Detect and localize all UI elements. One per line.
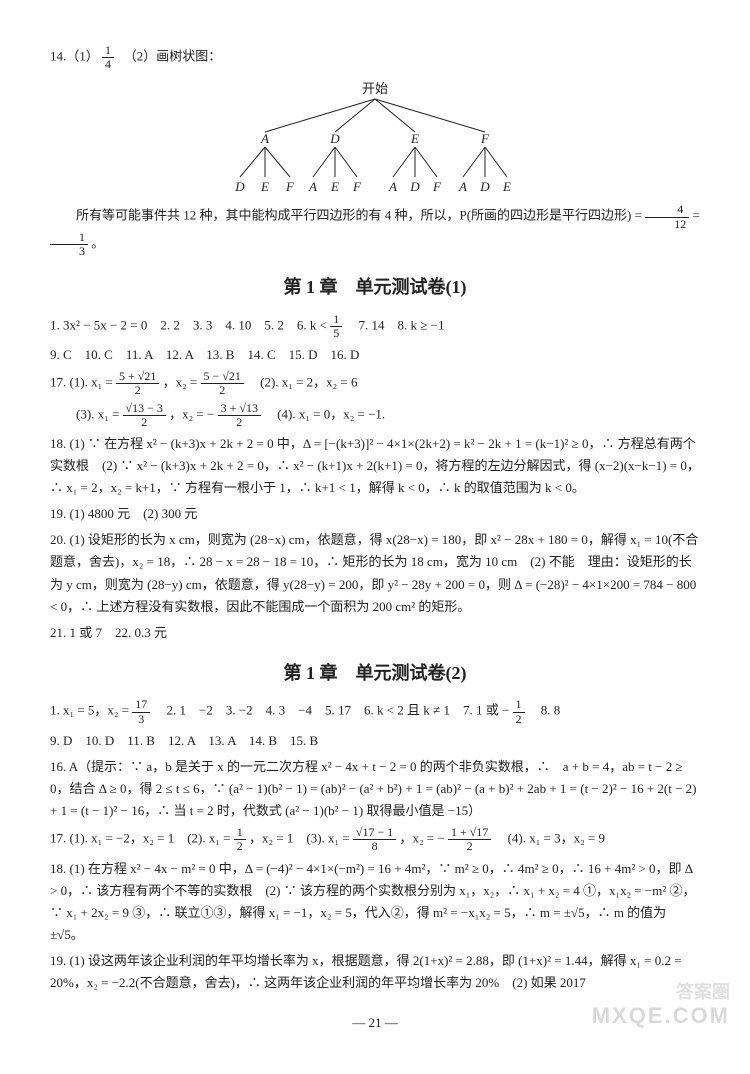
s1-q21: 21. 1 或 7 22. 0.3 元 [50, 622, 700, 644]
s2-q17: 17. (1). x₁ = −2，x₂ = 1 (2). x₁ = 12 ，x₂… [50, 826, 700, 853]
svg-text:A: A [260, 131, 269, 146]
s2-q16: 16. A（提示：∵ a，b 是关于 x 的一元二次方程 x² − 4x + t… [50, 756, 700, 822]
s2-row2: 9. D 10. D 11. B 12. A 13. A 14. B 15. B [50, 730, 700, 752]
section1-title: 第 1 章 单元测试卷(1) [50, 272, 700, 303]
watermark-en: MXQE.COM [592, 997, 730, 1034]
tree-root: 开始 [362, 81, 388, 96]
svg-text:E: E [410, 131, 419, 146]
svg-text:D: D [479, 179, 490, 194]
s1-q17b: (3). x₁ = √13 − 32 ，x₂ = − 3 + √132 (4).… [50, 402, 700, 429]
svg-text:A: A [388, 179, 397, 194]
s1-row2: 9. C 10. C 11. A 12. A 13. B 14. C 15. D… [50, 344, 700, 366]
s1-q17a: 17. (1). x₁ = 5 + √212 ，x₂ = 5 − √212 (2… [50, 370, 700, 397]
s1-q18: 18. (1) ∵ 在方程 x² − (k+3)x + 2k + 2 = 0 中… [50, 433, 700, 499]
q14-line: 14.（1） 1 4 （2）画树状图： [50, 44, 700, 71]
svg-text:A: A [458, 179, 467, 194]
tree-diagram: 开始 A D E F DEF AEF ADF ADE [205, 77, 545, 197]
q14-a: 14.（1） [50, 49, 99, 64]
svg-text:F: F [352, 179, 362, 194]
s2-q18: 18. (1) 在方程 x² − 4x − m² = 0 中，Δ = (−4)²… [50, 858, 700, 946]
svg-text:E: E [260, 179, 269, 194]
svg-text:D: D [329, 131, 340, 146]
s1-q20: 20. (1) 设矩形的长为 x cm，则宽为 (28−x) cm，依题意，得 … [50, 529, 700, 617]
svg-text:D: D [234, 179, 245, 194]
svg-text:F: F [285, 179, 295, 194]
s2-row1: 1. x₁ = 5，x₂ = 173 2. 1 −2 3. −2 4. 3 −4… [50, 698, 700, 725]
svg-text:F: F [480, 131, 490, 146]
svg-text:F: F [432, 179, 442, 194]
s1-q19: 19. (1) 4800 元 (2) 300 元 [50, 503, 700, 525]
q14-b: （2）画树状图： [117, 49, 221, 64]
s1-row1: 1. 3x² − 5x − 2 = 0 2. 2 3. 3 4. 10 5. 2… [50, 313, 700, 340]
svg-text:E: E [330, 179, 339, 194]
svg-text:A: A [308, 179, 317, 194]
svg-text:E: E [502, 179, 511, 194]
q14-frac: 1 4 [102, 44, 114, 71]
s2-q19: 19. (1) 设这两年该企业利润的年平均增长率为 x，根据题意，得 2(1+x… [50, 950, 700, 994]
q14-conclusion: 所有等可能事件共 12 种，其中能构成平行四边形的有 4 种，所以，P(所画的四… [50, 203, 700, 258]
svg-text:D: D [409, 179, 420, 194]
section2-title: 第 1 章 单元测试卷(2) [50, 658, 700, 689]
